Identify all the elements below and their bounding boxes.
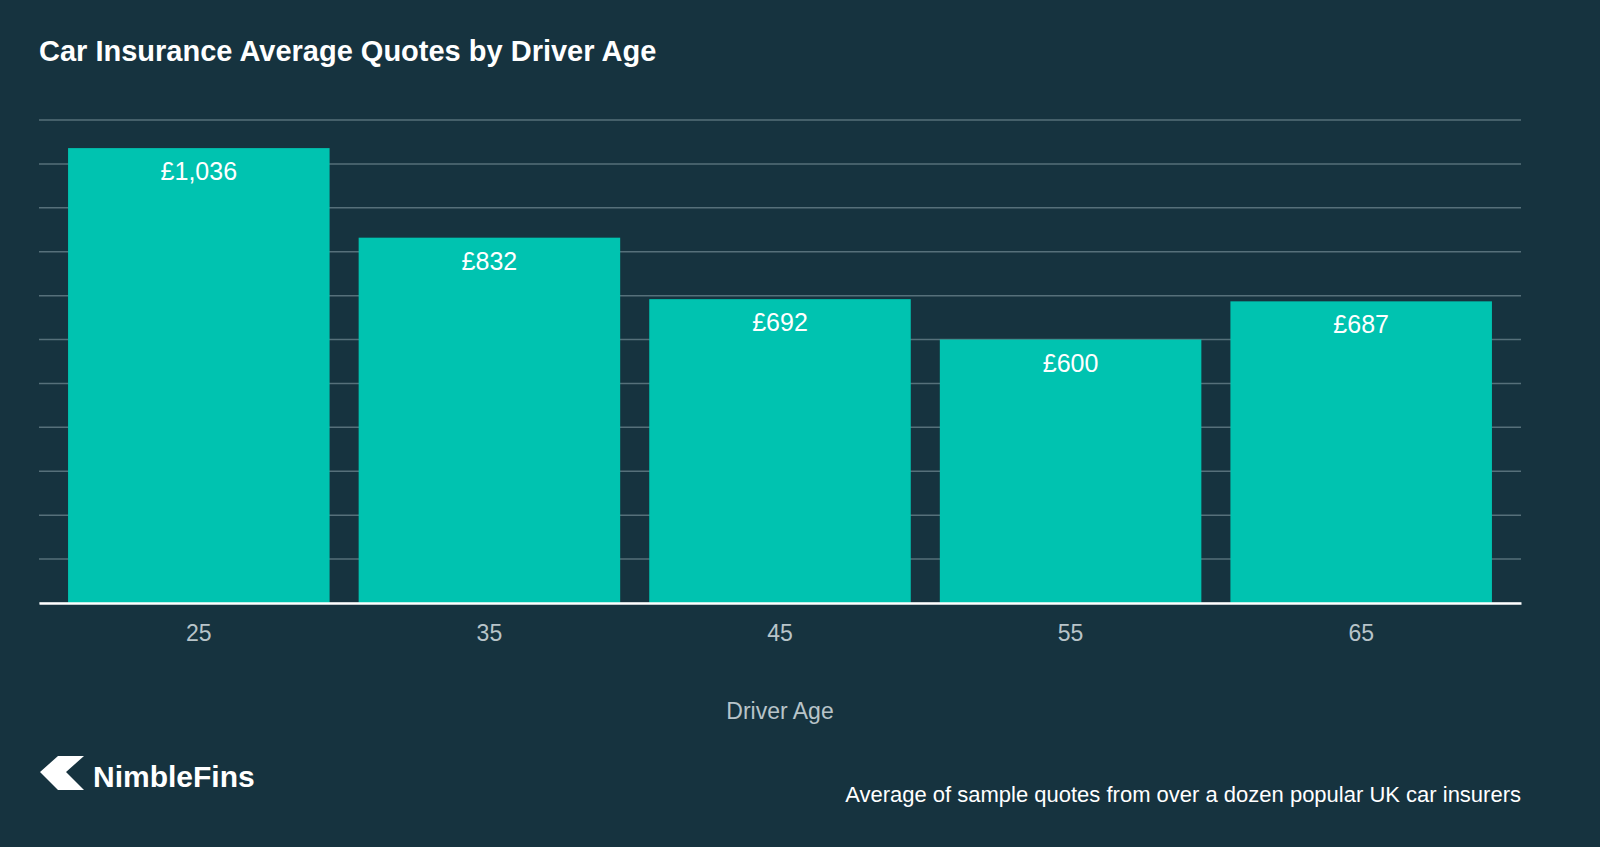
y-axis (39, 121, 41, 604)
grid-line (39, 119, 1521, 121)
x-tick-label: 25 (186, 620, 212, 646)
x-axis-title: Driver Age (726, 698, 833, 724)
bar (1230, 301, 1492, 603)
bar (359, 238, 621, 603)
chart: Car Insurance Average Quotes by Driver A… (0, 0, 1600, 847)
grid (39, 120, 1521, 603)
data-label: £832 (462, 247, 518, 275)
x-tick: 65 (1348, 603, 1374, 646)
logo-text: NimbleFins (93, 760, 255, 793)
x-tick: 55 (1058, 603, 1084, 646)
data-label: £692 (752, 308, 808, 336)
x-tick-label: 55 (1058, 620, 1084, 646)
x-axis: 25 35 45 55 65 (40, 603, 1522, 646)
x-axis-line (40, 602, 1522, 605)
plot: 25 35 45 55 65 £1,036 £832 £692 £600 £687 (39, 120, 1522, 646)
x-tick-label: 35 (477, 620, 503, 646)
bars (68, 148, 1492, 603)
background (0, 0, 1600, 847)
x-tick: 35 (477, 603, 503, 646)
bar (940, 340, 1202, 603)
logo-icon (40, 756, 84, 790)
data-labels: £1,036 £832 £692 £600 £687 (161, 157, 1389, 376)
x-tick-label: 65 (1348, 620, 1374, 646)
data-label: £687 (1333, 310, 1389, 338)
grid-line (39, 602, 1521, 604)
x-tick-label: 45 (767, 620, 793, 646)
data-label: £1,036 (161, 157, 237, 185)
y-axis-line (39, 121, 40, 604)
x-tick: 45 (767, 603, 793, 646)
x-tick: 25 (186, 603, 212, 646)
bar (68, 148, 330, 603)
footnote: Average of sample quotes from over a doz… (845, 782, 1521, 807)
bar (649, 299, 911, 603)
title: Car Insurance Average Quotes by Driver A… (39, 35, 656, 67)
data-label: £600 (1043, 349, 1099, 377)
